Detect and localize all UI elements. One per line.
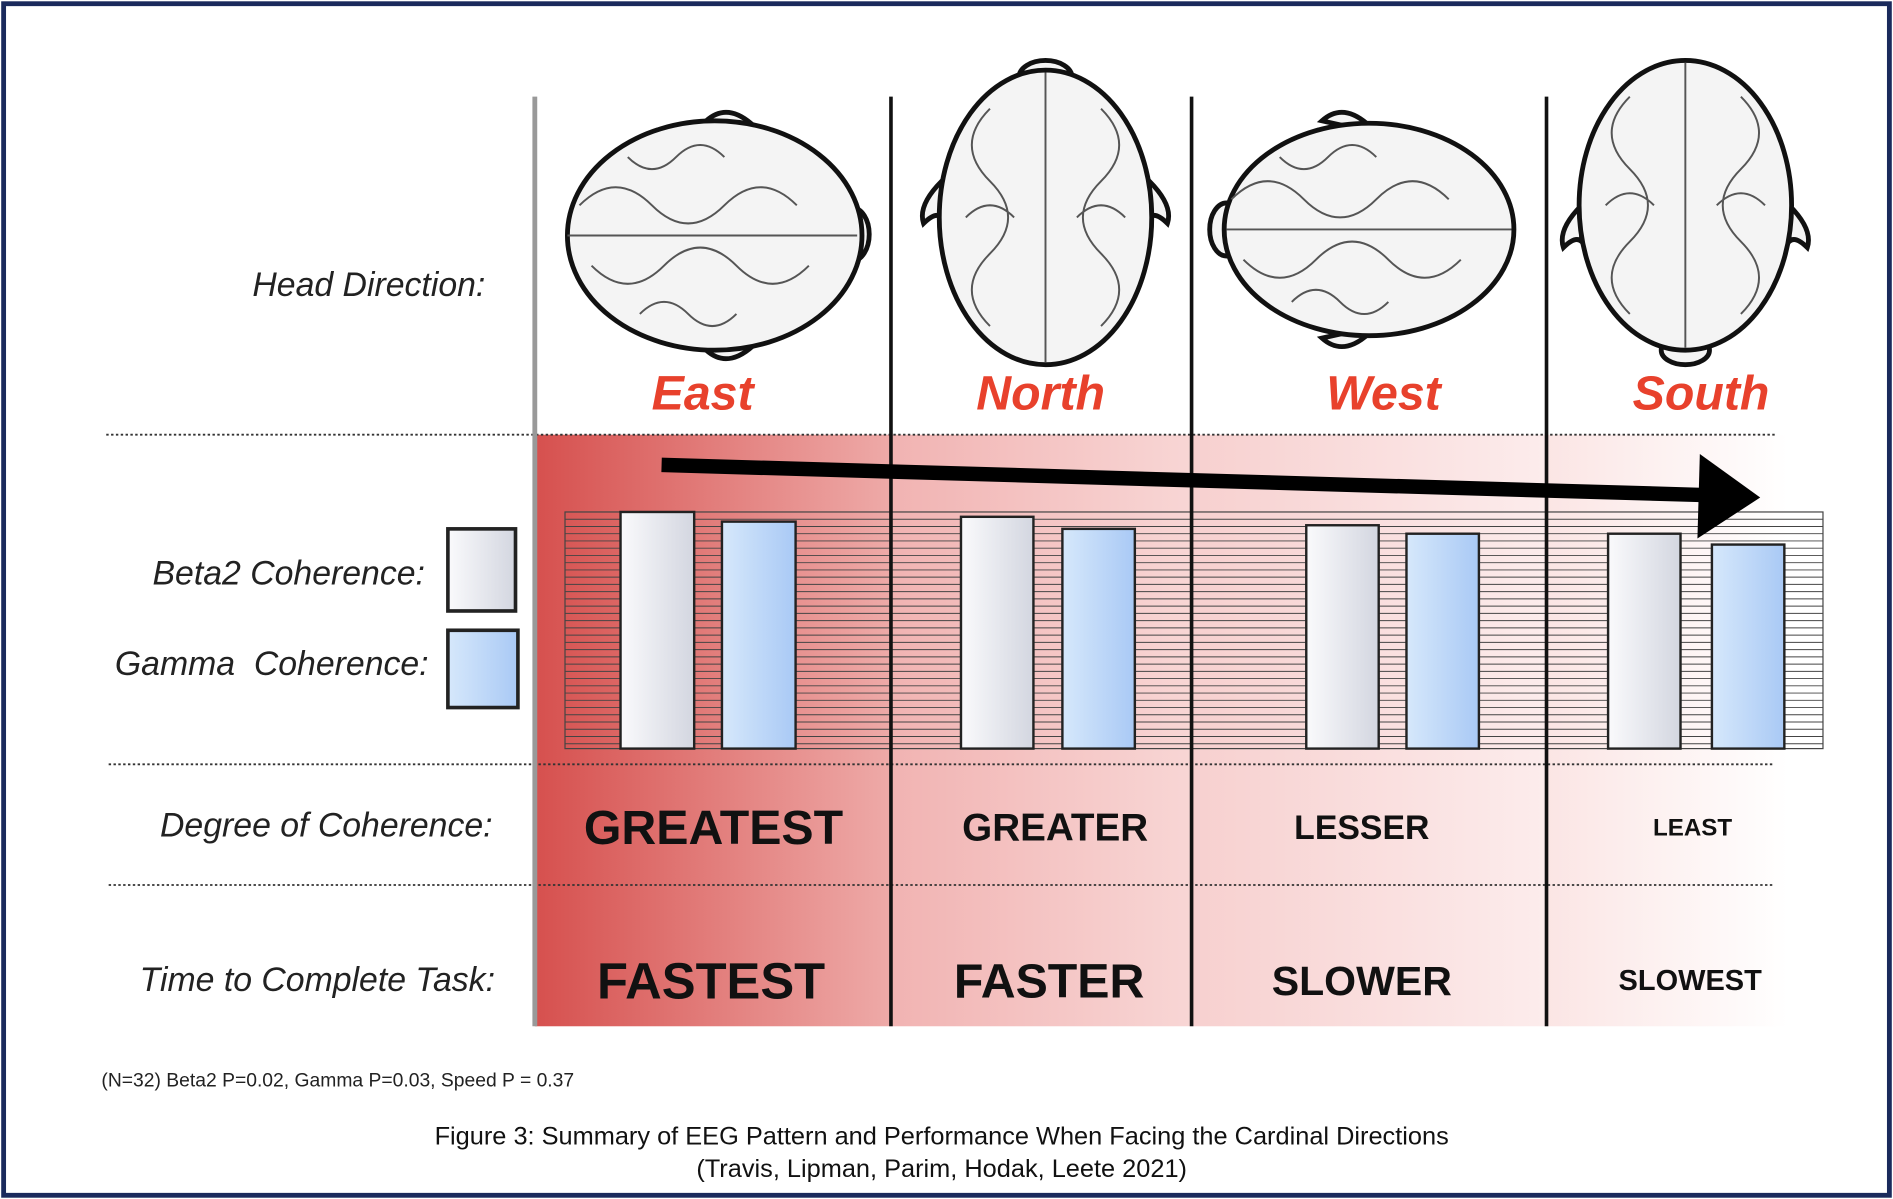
column-bg [535,435,891,1027]
page: EEG Pattern Summary {"row_labels": {"hea… [0,0,1893,1199]
degree: GREATER [962,806,1148,849]
caption: Figure 3: Summary of EEG Pattern and Per… [435,1123,1449,1151]
time: SLOWEST [1619,965,1763,997]
time: FASTEST [597,953,825,1010]
row-label: Degree of Coherence: [160,807,493,845]
figure: Head Direction: Beta2 Coherence: Gamma C… [0,0,1893,1199]
legend-gamma [448,630,518,707]
caption: (Travis, Lipman, Parim, Hodak, Leete 202… [696,1155,1187,1183]
row-label: Time to Complete Task: [140,961,495,999]
legend-beta2 [448,529,516,611]
column-bg [891,435,1192,1027]
row-label: Beta2 Coherence: [153,554,425,592]
row-label: Head Direction: [252,266,485,304]
body: Head Direction: Beta2 Coherence: Gamma C… [0,0,1893,1199]
direction: West [1326,366,1442,420]
footnote: (N=32) Beta2 P=0.02, Gamma P=0.03, Speed… [101,1071,574,1092]
direction: East [652,366,756,420]
direction: South [1633,366,1770,420]
degree: GREATEST [584,801,843,855]
row-label: Gamma Coherence: [115,645,429,683]
direction: North [976,366,1105,420]
degree: LESSER [1294,809,1429,847]
time: FASTER [954,954,1144,1008]
time: SLOWER [1272,958,1452,1004]
degree: LEAST [1653,815,1732,842]
